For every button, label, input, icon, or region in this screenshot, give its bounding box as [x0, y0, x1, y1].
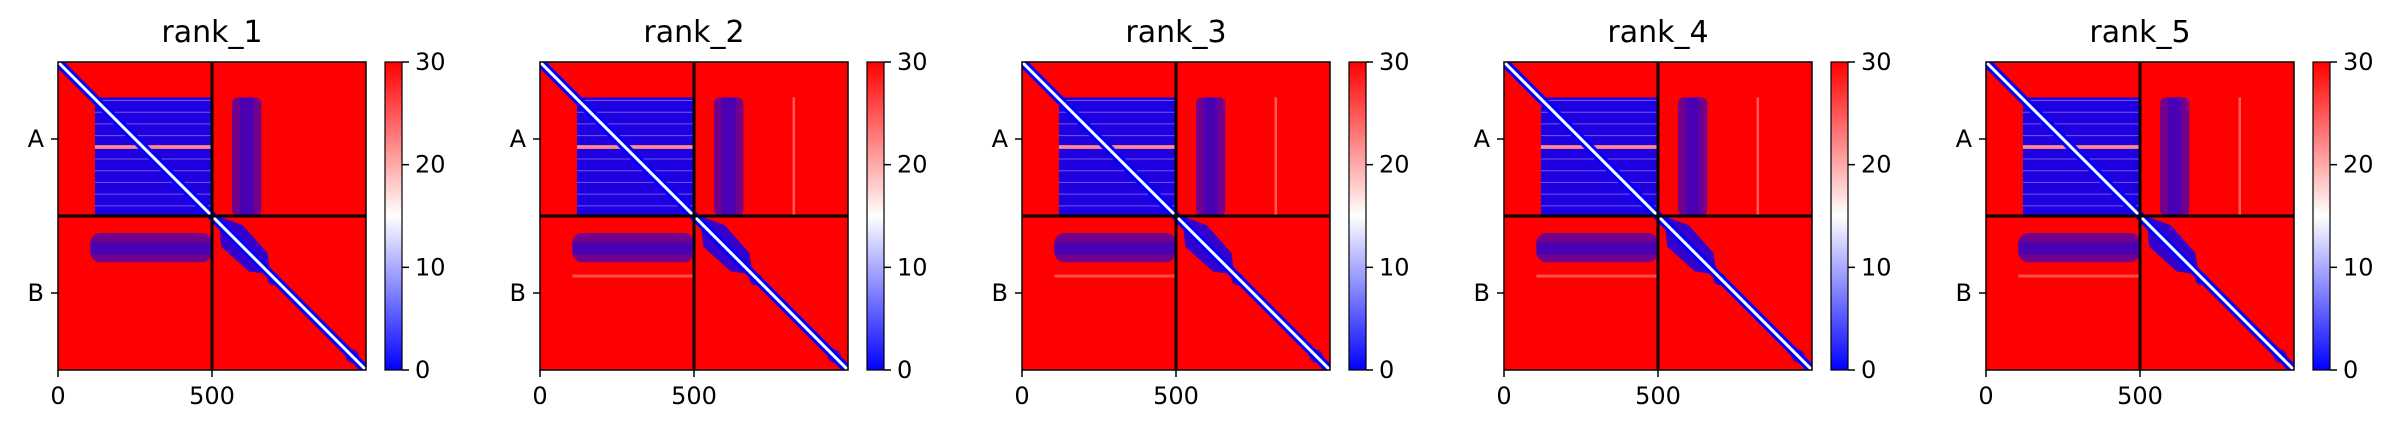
y-tick-label: A: [1474, 125, 1491, 153]
x-tick-label: 500: [2117, 382, 2163, 410]
colorbar-tick-label: 10: [897, 253, 928, 281]
panel-title: rank_5: [2089, 15, 2190, 50]
colorbar-tick-label: 20: [897, 151, 928, 179]
block-inter-chain-ba: [1054, 232, 1176, 263]
block-inter-chain-ab: [1196, 97, 1226, 216]
colorbar-tick-label: 10: [1379, 253, 1410, 281]
block-inter-chain-ba: [1536, 232, 1658, 263]
x-tick-label: 500: [671, 382, 717, 410]
colorbar-tick-label: 10: [2343, 253, 2374, 281]
colorbar-tick-label: 30: [415, 48, 446, 76]
colorbar-tick-label: 30: [1379, 48, 1410, 76]
colorbar: [1348, 61, 1367, 371]
x-tick-label: 0: [1978, 382, 1993, 410]
colorbar-tick-label: 20: [2343, 151, 2374, 179]
heatmap-panel-2: rank_2 A B 0 500 0 10 20 30: [510, 15, 928, 410]
colorbar-tick-label: 10: [415, 253, 446, 281]
y-tick-label: B: [1956, 279, 1972, 307]
block-inter-chain-ab: [1678, 97, 1708, 216]
y-tick-label: A: [510, 125, 527, 153]
y-tick-label: A: [992, 125, 1009, 153]
y-tick-label: B: [1474, 279, 1490, 307]
panel-title: rank_2: [643, 15, 744, 50]
x-tick-label: 0: [532, 382, 547, 410]
colorbar-tick-label: 30: [897, 48, 928, 76]
x-tick-label: 0: [50, 382, 65, 410]
block-inter-chain-ba: [572, 232, 694, 263]
colorbar-tick-label: 0: [415, 356, 430, 384]
y-tick-label: B: [510, 279, 526, 307]
panel-title: rank_3: [1125, 15, 1226, 50]
block-inter-chain-ba: [90, 232, 212, 263]
colorbar-tick-label: 10: [1861, 253, 1892, 281]
heatmap-panel-4: rank_4 A B 0 500 0 10 20 30: [1474, 15, 1892, 410]
block-inter-chain-ab: [714, 97, 744, 216]
colorbar: [1830, 61, 1849, 371]
colorbar: [384, 61, 403, 371]
x-tick-label: 500: [1635, 382, 1681, 410]
block-inter-chain-ab: [2160, 97, 2190, 216]
colorbar-tick-label: 30: [1861, 48, 1892, 76]
y-tick-label: B: [28, 279, 44, 307]
colorbar-tick-label: 30: [2343, 48, 2374, 76]
colorbar-tick-label: 20: [1861, 151, 1892, 179]
panel-title: rank_4: [1607, 15, 1708, 50]
colorbar-tick-label: 20: [1379, 151, 1410, 179]
block-inter-chain-ba: [2018, 232, 2140, 263]
colorbar: [866, 61, 885, 371]
y-tick-label: A: [1956, 125, 1973, 153]
colorbar-tick-label: 0: [1861, 356, 1876, 384]
colorbar-tick-label: 0: [1379, 356, 1394, 384]
heatmap-panel-1: rank_1 A B 0 500 0 10 20 30: [28, 15, 446, 410]
x-tick-label: 0: [1496, 382, 1511, 410]
x-tick-label: 0: [1014, 382, 1029, 410]
colorbar: [2312, 61, 2331, 371]
colorbar-tick-label: 0: [897, 356, 912, 384]
heatmap-panel-3: rank_3 A B 0 500 0 10 20 30: [992, 15, 1410, 410]
colorbar-tick-label: 20: [415, 151, 446, 179]
x-tick-label: 500: [1153, 382, 1199, 410]
y-tick-label: B: [992, 279, 1008, 307]
x-tick-label: 500: [189, 382, 235, 410]
heatmap-panel-5: rank_5 A B 0 500 0 10 20 30: [1956, 15, 2374, 410]
block-inter-chain-ab: [232, 97, 262, 216]
panel-title: rank_1: [161, 15, 262, 50]
colorbar-tick-label: 0: [2343, 356, 2358, 384]
y-tick-label: A: [28, 125, 45, 153]
